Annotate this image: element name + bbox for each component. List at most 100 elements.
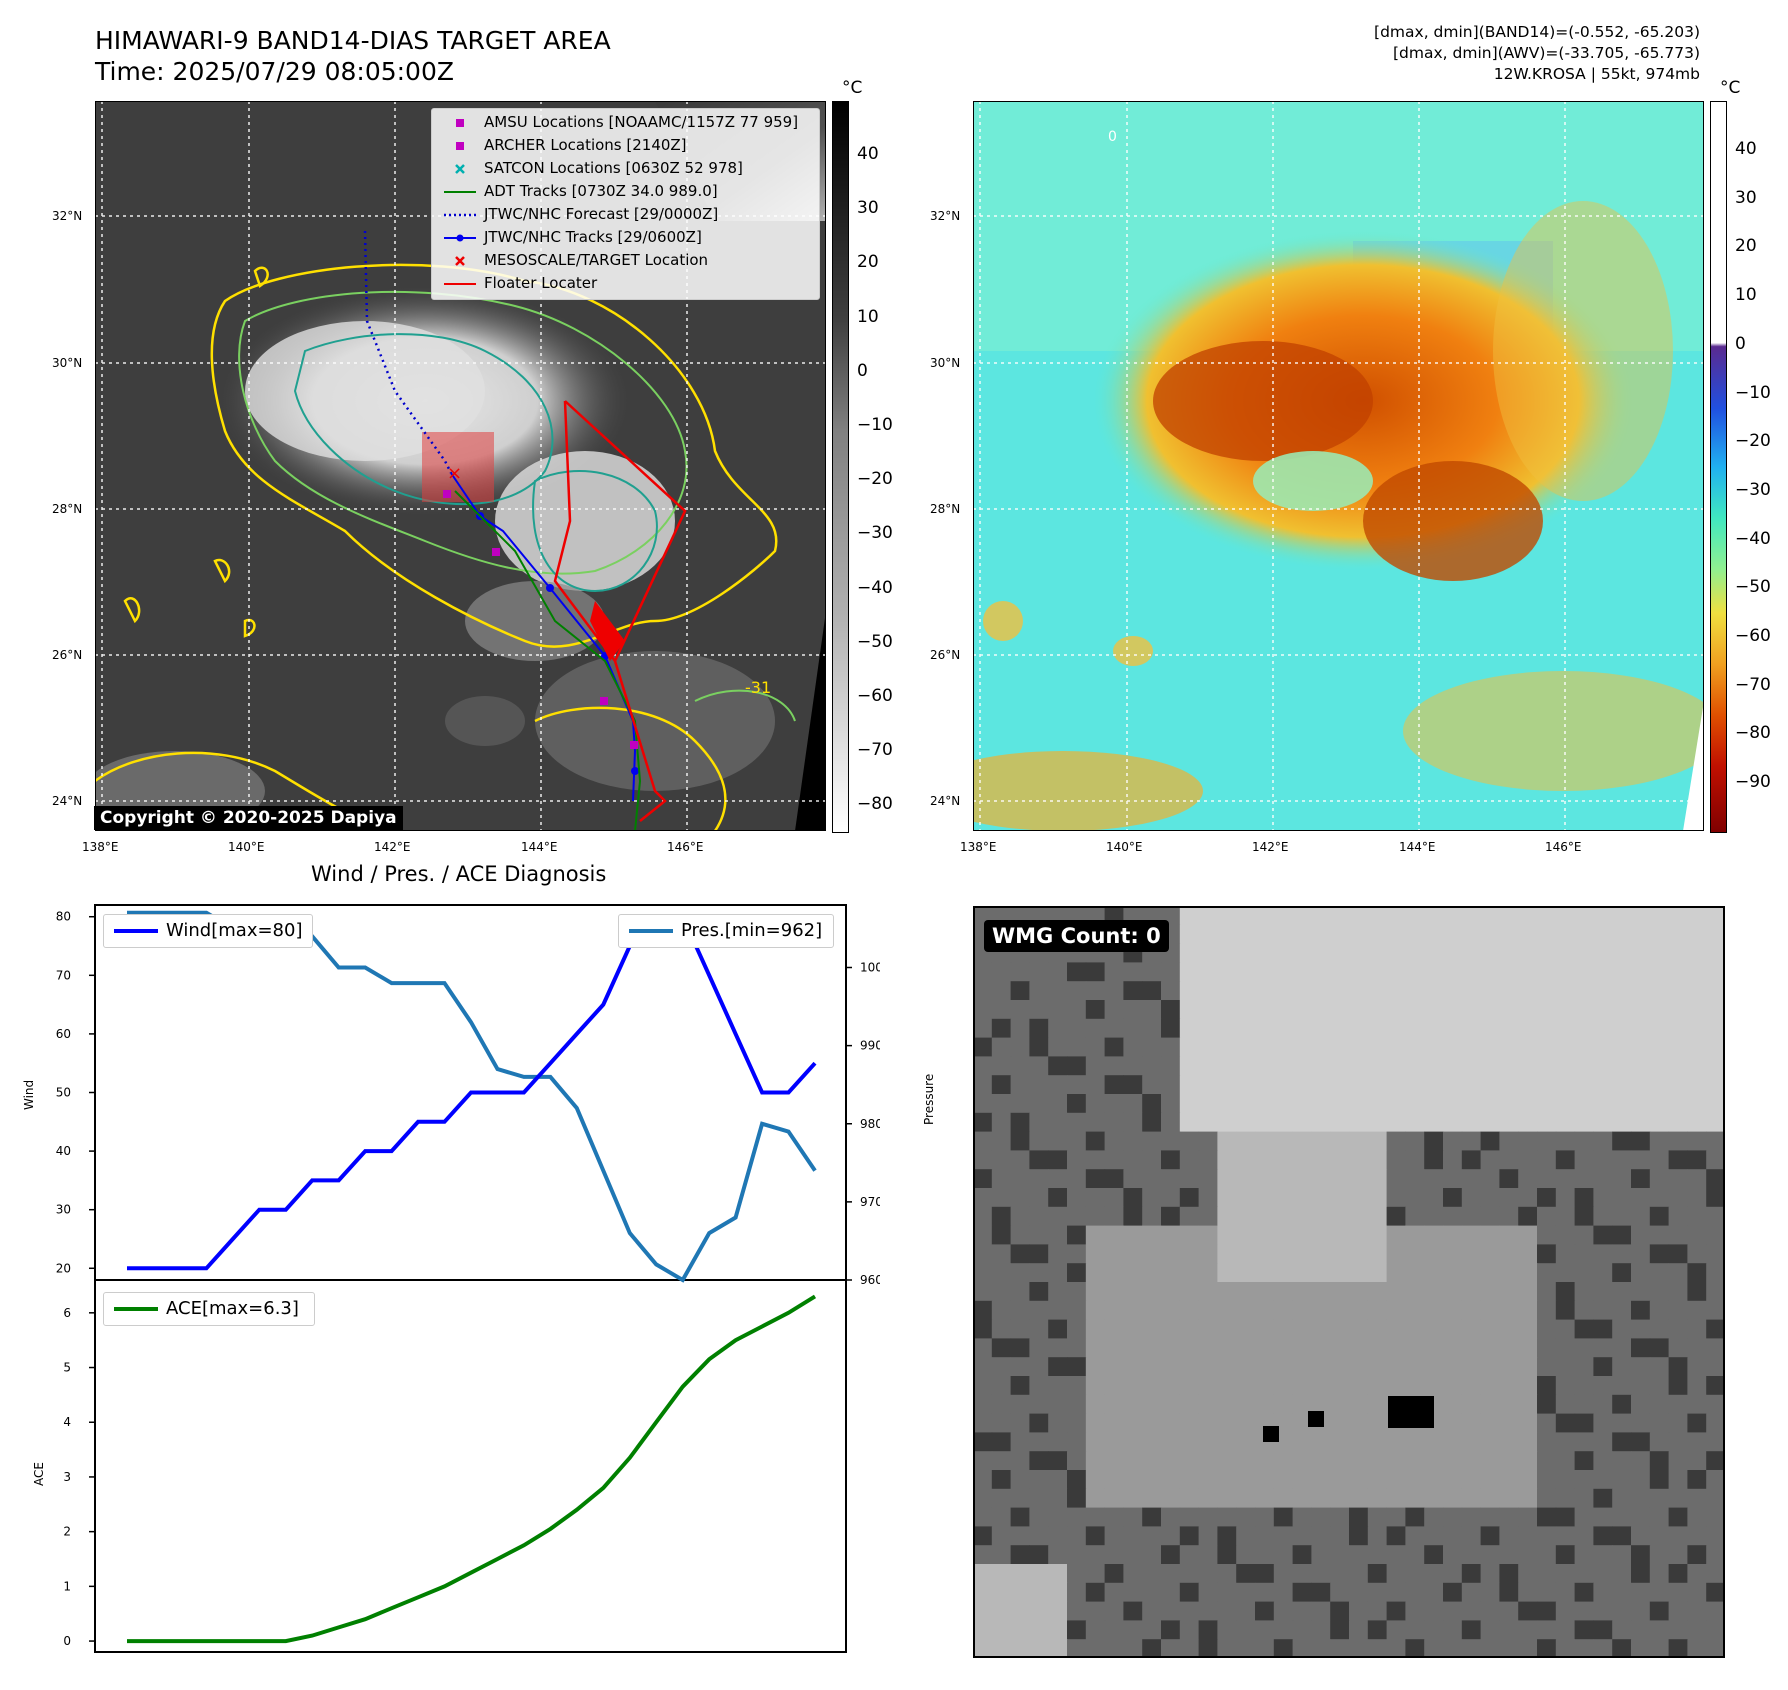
wmg-pixel xyxy=(1330,1206,1350,1227)
wmg-pixel xyxy=(1499,1432,1519,1452)
wmg-pixel xyxy=(1311,1150,1331,1170)
wmg-pixel xyxy=(1537,1075,1557,1095)
wmg-pixel xyxy=(1179,1188,1200,1208)
wmg-pixel xyxy=(1443,924,1463,945)
wmg-pixel xyxy=(1593,1000,1613,1020)
wmg-pixel xyxy=(1311,1037,1331,1057)
wmg-pixel xyxy=(1386,1507,1406,1527)
wmg-pixel xyxy=(1123,1075,1143,1095)
wmg-pixel xyxy=(1104,1620,1124,1640)
wmg-pixel xyxy=(1443,1413,1463,1433)
wmg-pixel xyxy=(1330,1319,1350,1339)
wmg-pixel xyxy=(1217,1244,1237,1264)
wmg-pixel xyxy=(1461,1338,1482,1358)
wmg-pixel xyxy=(1029,1564,1049,1584)
wmg-pixel xyxy=(1405,943,1425,963)
wmg-pixel xyxy=(1424,1639,1444,1658)
wmg-pixel xyxy=(1104,1112,1124,1133)
wmg-pixel xyxy=(1273,943,1294,963)
wmg-pixel xyxy=(1537,1488,1557,1509)
wmg-pixel xyxy=(1273,1470,1294,1490)
wmg-pixel xyxy=(1311,1131,1331,1151)
wmg-pixel xyxy=(1273,1244,1294,1264)
wmg-pixel xyxy=(1029,1338,1049,1358)
wmg-pixel xyxy=(1029,1037,1049,1057)
wmg-pixel xyxy=(1010,1225,1030,1245)
wmg-pixel xyxy=(1461,1545,1482,1565)
wmg-pixel xyxy=(1612,1300,1632,1321)
wmg-pixel xyxy=(1236,1451,1256,1471)
wmg-pixel xyxy=(1649,1188,1670,1208)
wmg-pixel xyxy=(1386,1018,1406,1039)
wmg-pixel xyxy=(1292,1620,1312,1640)
wmg-pixel xyxy=(1142,1131,1162,1151)
wmg-pixel xyxy=(1292,1000,1312,1020)
pressure-tick-label: 990 xyxy=(860,1039,880,1053)
wmg-pixel xyxy=(1029,1319,1049,1339)
wmg-pixel xyxy=(1179,1037,1200,1057)
wmg-pixel xyxy=(1480,1601,1500,1621)
wmg-pixel xyxy=(1706,962,1725,982)
wmg-pixel xyxy=(1161,1451,1181,1471)
lat-tick: 30°N xyxy=(930,356,961,370)
wmg-pixel xyxy=(1687,1300,1707,1321)
wmg-pixel xyxy=(1085,1075,1106,1095)
wmg-pixel xyxy=(1518,1018,1538,1039)
wmg-pixel xyxy=(1104,1507,1124,1527)
wmg-pixel xyxy=(1029,1094,1049,1114)
wmg-pixel xyxy=(1612,1413,1632,1433)
wmg-pixel xyxy=(1706,1507,1725,1527)
wmg-pixel xyxy=(1518,1639,1538,1658)
wmg-pixel xyxy=(1330,1545,1350,1565)
wmg-pixel xyxy=(1236,1244,1256,1264)
wmg-pixel xyxy=(1179,1338,1200,1358)
wmg-pixel xyxy=(1255,1018,1275,1039)
wmg-pixel xyxy=(1330,906,1350,926)
wmg-pixel xyxy=(1631,1413,1651,1433)
wmg-pixel xyxy=(1067,1263,1087,1283)
wmg-pixel xyxy=(1292,1188,1312,1208)
ace-panel-frame xyxy=(94,1279,847,1653)
wmg-pixel xyxy=(1443,1639,1463,1658)
wmg-pixel xyxy=(1612,1075,1632,1095)
wmg-pixel xyxy=(1292,924,1312,945)
wmg-pixel xyxy=(1029,1470,1049,1490)
wmg-pixel xyxy=(1161,1413,1181,1433)
wmg-pixel xyxy=(1405,1319,1425,1339)
wmg-pixel xyxy=(1104,1075,1124,1095)
wmg-pixel xyxy=(1085,1000,1106,1020)
wmg-pixel xyxy=(1236,1206,1256,1227)
wmg-pixel xyxy=(1048,1470,1068,1490)
wmg-pixel xyxy=(1330,1282,1350,1302)
wmg-pixel xyxy=(1067,1338,1087,1358)
lat-tick: 32°N xyxy=(930,209,961,223)
wmg-pixel xyxy=(1217,1037,1237,1057)
wmg-pixel xyxy=(991,1394,1012,1415)
wmg-pixel xyxy=(1424,1432,1444,1452)
wmg-pixel xyxy=(1161,1075,1181,1095)
wmg-pixel xyxy=(1048,1357,1068,1377)
wmg-pixel xyxy=(1273,1000,1294,1020)
wmg-pixel xyxy=(1048,1150,1068,1170)
colorbar-tick-label: 40 xyxy=(1735,139,1757,159)
wmg-pixel xyxy=(1687,1545,1707,1565)
wmg-pixel xyxy=(1706,1338,1725,1358)
wmg-pixel xyxy=(1198,1000,1218,1020)
ace-tick-label: 5 xyxy=(63,1361,71,1375)
wmg-pixel xyxy=(1593,1300,1613,1321)
wmg-pixel xyxy=(1612,962,1632,982)
wmg-pixel xyxy=(1612,1545,1632,1565)
wmg-pixel xyxy=(1631,1018,1651,1039)
colorbar-tick-label: −80 xyxy=(1735,723,1771,744)
wmg-pixel xyxy=(1687,1394,1707,1415)
wmg-pixel xyxy=(1668,1376,1688,1396)
wmg-pixel xyxy=(1236,1263,1256,1283)
wmg-pixel xyxy=(1273,981,1294,1001)
wmg-pixel xyxy=(973,1451,993,1471)
wmg-pixel xyxy=(1612,1094,1632,1114)
wmg-pixel xyxy=(1010,1131,1030,1151)
wmg-pixel xyxy=(1367,1056,1388,1076)
map2-contour-label: 0 xyxy=(1108,129,1117,145)
legend-dotted-icon xyxy=(444,213,476,217)
ace-series-line xyxy=(127,1294,817,1644)
